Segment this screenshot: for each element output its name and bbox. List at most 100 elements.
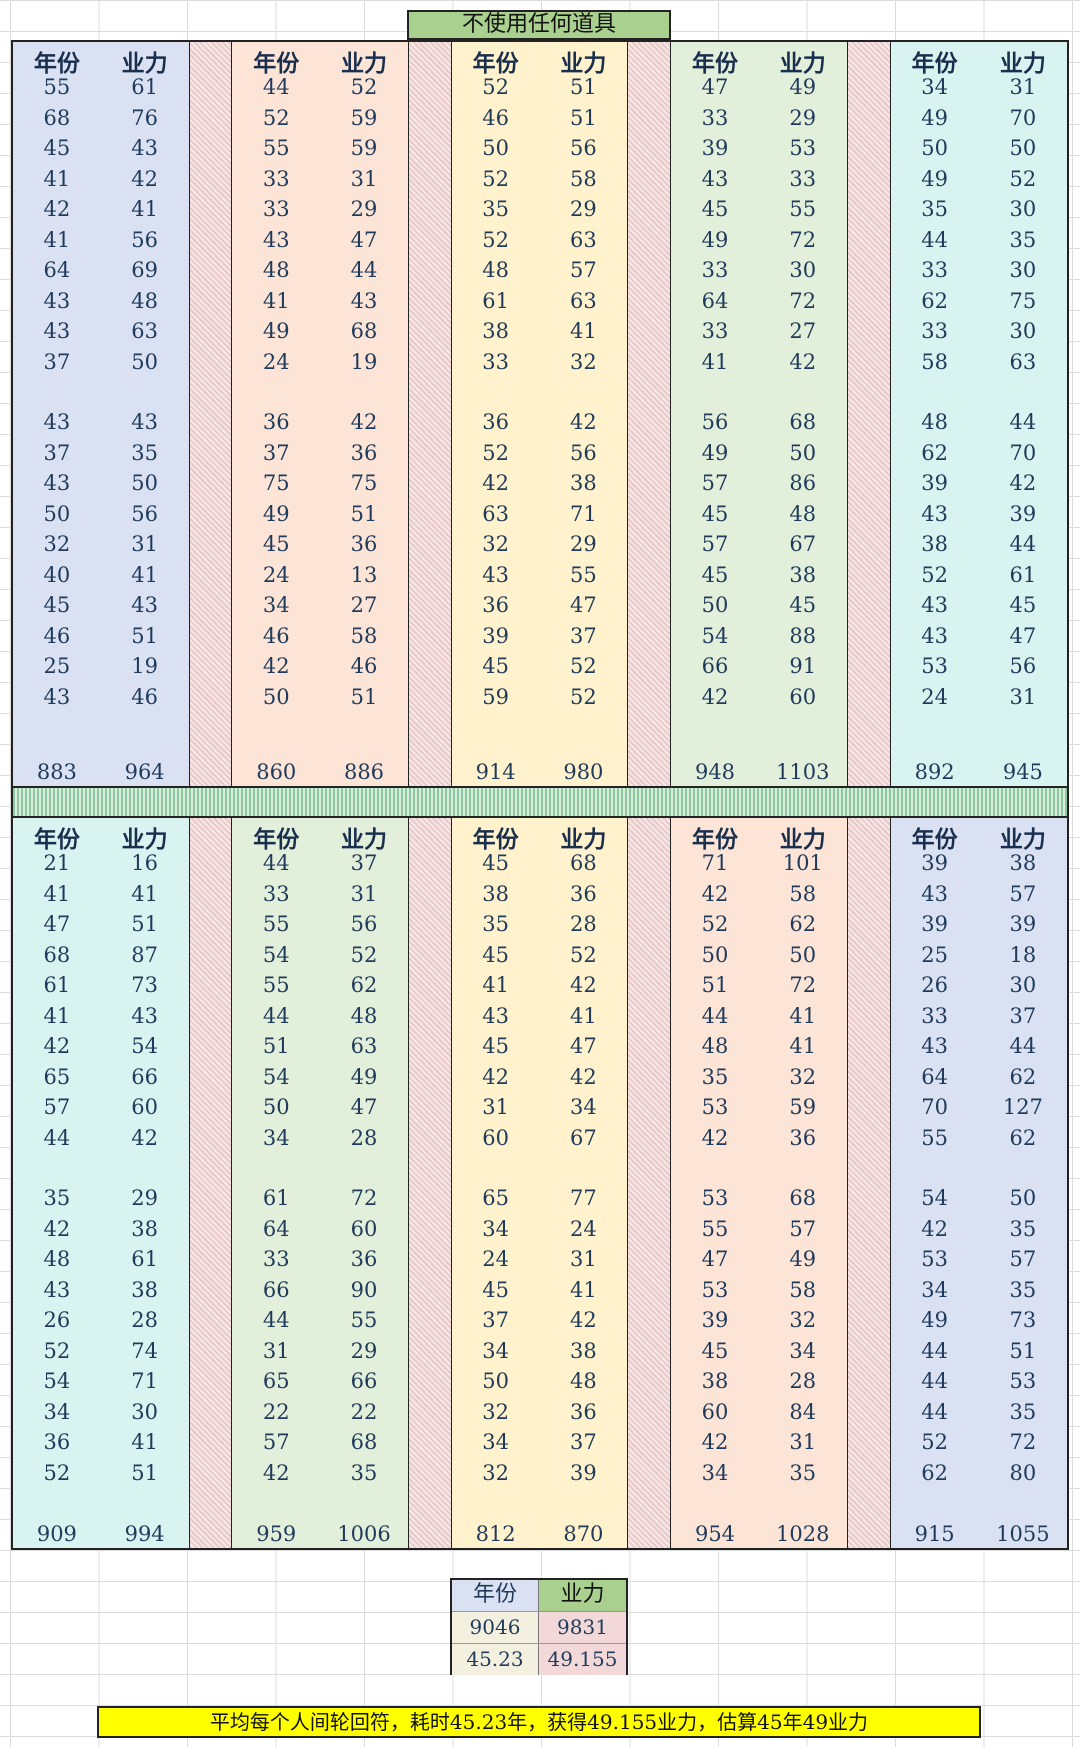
karma-value: 29 [570,197,597,221]
year-value: 44 [262,1003,290,1028]
data-row: 34 27 [232,593,408,617]
karma-value: 63 [570,288,597,313]
year-value: 25 [921,942,948,967]
data-row: 33 32 [452,350,628,374]
bottom-column-2: 年份 业力 44 37 33 31 55 56 54 52 55 62 44 48 51 63 54 49 50 47… [232,818,409,1548]
data-row: 50 50 [891,136,1068,160]
karma-value: 36 [350,532,378,556]
data-row: 38 36 [452,882,628,906]
year-value: 49 [921,1308,948,1332]
data-row: 45 43 [13,593,189,617]
year-value: 42 [482,1064,509,1089]
karma-total: 1028 [776,1522,830,1546]
data-row: 32 29 [452,532,628,556]
year-value: 43 [482,1003,509,1028]
year-value: 32 [482,1399,509,1424]
data-row: 54 49 [232,1065,408,1089]
year-total: 959 [256,1522,297,1546]
year-value: 33 [701,105,729,130]
year-value: 60 [701,1399,729,1424]
top-column-5: 年份 业力 34 31 49 70 50 50 49 52 35 30 44 35 33 30 62 75 33 30… [890,42,1068,786]
data-row: 49 73 [891,1308,1068,1332]
data-row: 53 57 [891,1247,1068,1271]
year-value: 44 [921,1399,948,1424]
karma-value: 45 [1009,593,1037,617]
data-row: 48 41 [671,1034,847,1058]
column-totals: 915 1055 [891,1522,1068,1546]
year-value: 66 [701,654,729,678]
data-row: 39 32 [671,1308,847,1332]
karma-value: 52 [350,75,378,99]
data-row: 54 52 [232,943,408,967]
karma-value: 57 [1009,881,1037,906]
data-row: 71 101 [671,851,847,875]
karma-value: 70 [1009,105,1037,130]
karma-value: 45 [789,593,817,617]
year-value: 34 [701,1460,729,1485]
karma-value: 35 [350,1460,378,1485]
data-row: 58 63 [891,350,1068,374]
data-row: 47 49 [671,75,847,99]
year-value: 38 [921,532,948,556]
data-row: 36 42 [452,410,628,434]
year-value: 65 [43,1064,71,1089]
data-row: 49 52 [891,167,1068,191]
karma-value: 51 [350,501,378,526]
data-row: 49 68 [232,319,408,343]
data-row: 42 42 [452,1065,628,1089]
year-value: 58 [921,349,948,374]
karma-value: 39 [1009,501,1037,526]
year-value: 37 [482,1308,509,1332]
karma-value: 47 [350,227,378,252]
column-totals: 860 886 [232,760,408,784]
year-value: 64 [701,288,729,313]
year-value: 52 [482,75,509,99]
data-row: 32 39 [452,1461,628,1485]
karma-value: 51 [131,1460,158,1485]
year-total: 954 [694,1522,736,1546]
karma-value: 51 [570,75,597,99]
column-header: 年份 业力 [452,820,628,854]
column-header: 年份 业力 [452,44,628,78]
year-value: 52 [482,227,509,252]
conclusion-note: 平均每个人间轮回符，耗时45.23年，获得49.155业力，估算45年49业力 [97,1706,981,1738]
year-value: 24 [921,684,948,709]
data-row: 34 31 [891,75,1068,99]
year-value: 42 [701,684,729,709]
karma-value: 50 [789,440,817,465]
data-row: 43 33 [671,167,847,191]
data-row: 39 37 [452,624,628,648]
karma-total: 1055 [996,1522,1050,1546]
year-value: 62 [921,440,948,465]
karma-value: 52 [570,684,597,709]
karma-value: 35 [789,1460,817,1485]
karma-value: 51 [570,105,597,130]
data-row: 26 30 [891,973,1068,997]
data-row: 42 54 [13,1034,189,1058]
year-value: 47 [43,912,71,936]
data-row: 43 44 [891,1034,1068,1058]
karma-value: 73 [1009,1308,1037,1332]
data-row: 35 32 [671,1065,847,1089]
year-value: 33 [921,258,948,282]
year-value: 65 [482,1186,509,1210]
karma-value: 34 [789,1338,817,1363]
karma-value: 55 [570,562,597,587]
year-value: 38 [482,319,509,343]
karma-value: 44 [1009,1034,1037,1058]
data-row: 62 80 [891,1461,1068,1485]
karma-value: 29 [789,105,817,130]
year-value: 43 [921,501,948,526]
year-value: 43 [43,410,71,434]
karma-value: 29 [570,532,597,556]
data-row: 68 87 [13,943,189,967]
year-value: 53 [921,1247,948,1271]
year-value: 52 [43,1338,71,1363]
year-value: 50 [482,136,509,160]
year-value: 55 [701,1216,729,1241]
data-row: 33 30 [891,319,1068,343]
karma-value: 29 [131,1186,158,1210]
karma-value: 36 [350,440,378,465]
year-value: 53 [701,1186,729,1210]
year-value: 42 [262,654,290,678]
